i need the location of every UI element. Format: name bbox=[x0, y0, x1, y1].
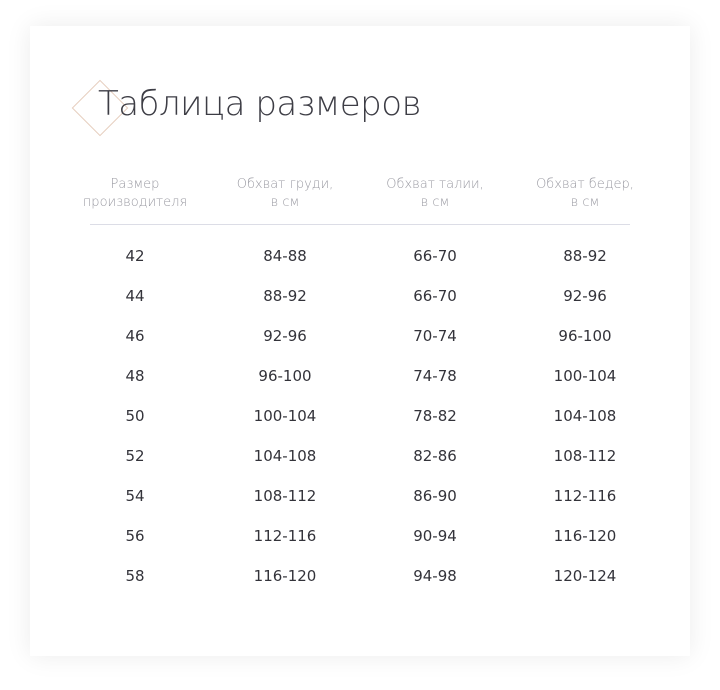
table-row: 44 88-92 66-70 92-96 bbox=[60, 276, 660, 316]
column-header: Обхват талии, в см bbox=[360, 176, 510, 212]
table-row: 58 116-120 94-98 120-124 bbox=[60, 556, 660, 596]
table-cell: 52 bbox=[125, 447, 145, 465]
header-divider bbox=[90, 224, 630, 225]
table-cell: 100-104 bbox=[253, 407, 317, 425]
table-cell: 86-90 bbox=[413, 487, 457, 505]
table-cell: 44 bbox=[125, 287, 145, 305]
table-cell: 74-78 bbox=[413, 367, 457, 385]
table-cell: 58 bbox=[125, 567, 145, 585]
table-cell: 70-74 bbox=[413, 327, 457, 345]
table-cell: 108-112 bbox=[253, 487, 317, 505]
table-row: 54 108-112 86-90 112-116 bbox=[60, 476, 660, 516]
table-cell: 42 bbox=[125, 247, 145, 265]
table-row: 50 100-104 78-82 104-108 bbox=[60, 396, 660, 436]
table-cell: 94-98 bbox=[413, 567, 457, 585]
table-cell: 46 bbox=[125, 327, 145, 345]
column-header-line1: Обхват талии, bbox=[386, 177, 484, 192]
table-cell: 88-92 bbox=[563, 247, 607, 265]
table-cell: 90-94 bbox=[413, 527, 457, 545]
column-header-line2: в см bbox=[570, 195, 600, 210]
page-title: Таблица размеров bbox=[98, 84, 422, 124]
table-row: 42 84-88 66-70 88-92 bbox=[60, 236, 660, 276]
table-cell: 116-120 bbox=[553, 527, 617, 545]
table-cell: 112-116 bbox=[553, 487, 617, 505]
column-header-line1: Обхват бедер, bbox=[536, 177, 634, 192]
table-cell: 92-96 bbox=[563, 287, 607, 305]
table-cell: 56 bbox=[125, 527, 145, 545]
column-header: Обхват груди, в см bbox=[210, 176, 360, 212]
table-cell: 96-100 bbox=[558, 327, 612, 345]
table-cell: 116-120 bbox=[253, 567, 317, 585]
table-cell: 78-82 bbox=[413, 407, 457, 425]
table-cell: 48 bbox=[125, 367, 145, 385]
table-row: 52 104-108 82-86 108-112 bbox=[60, 436, 660, 476]
table-cell: 120-124 bbox=[553, 567, 617, 585]
table-cell: 100-104 bbox=[553, 367, 617, 385]
table-cell: 66-70 bbox=[413, 287, 457, 305]
table-cell: 104-108 bbox=[553, 407, 617, 425]
table-cell: 66-70 bbox=[413, 247, 457, 265]
table-cell: 54 bbox=[125, 487, 145, 505]
column-header: Обхват бедер, в см bbox=[510, 176, 660, 212]
table-cell: 84-88 bbox=[263, 247, 307, 265]
column-header-line1: Обхват груди, bbox=[236, 177, 334, 192]
table-cell: 112-116 bbox=[253, 527, 317, 545]
size-table-card bbox=[30, 26, 690, 656]
table-cell: 50 bbox=[125, 407, 145, 425]
column-header-line2: в см bbox=[420, 195, 450, 210]
table-row: 46 92-96 70-74 96-100 bbox=[60, 316, 660, 356]
table-cell: 82-86 bbox=[413, 447, 457, 465]
table-row: 48 96-100 74-78 100-104 bbox=[60, 356, 660, 396]
table-cell: 88-92 bbox=[263, 287, 307, 305]
table-cell: 92-96 bbox=[263, 327, 307, 345]
column-header-line2: производителя bbox=[82, 195, 188, 210]
table-row: 56 112-116 90-94 116-120 bbox=[60, 516, 660, 556]
column-header-line2: в см bbox=[270, 195, 300, 210]
table-cell: 96-100 bbox=[258, 367, 312, 385]
column-header-line1: Размер bbox=[110, 177, 160, 192]
column-header: Размер производителя bbox=[60, 176, 210, 212]
table-cell: 108-112 bbox=[553, 447, 617, 465]
table-cell: 104-108 bbox=[253, 447, 317, 465]
